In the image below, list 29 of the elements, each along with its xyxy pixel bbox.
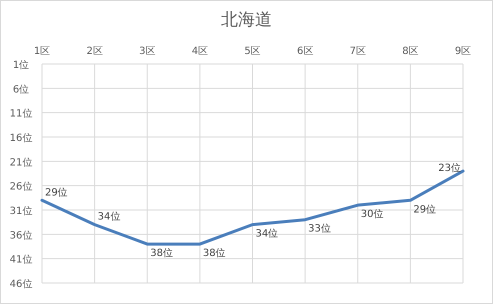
data-label: 34位 bbox=[98, 210, 120, 223]
y-tick-label: 26位 bbox=[10, 180, 32, 193]
y-tick-label: 1位 bbox=[12, 59, 30, 71]
y-tick-label: 31位 bbox=[10, 205, 32, 217]
y-tick-label: 11位 bbox=[10, 108, 32, 120]
x-tick-label: 4区 bbox=[192, 46, 208, 57]
y-tick-label: 6位 bbox=[12, 83, 30, 96]
y-tick-label: 16位 bbox=[10, 132, 32, 144]
x-tick-label: 6区 bbox=[296, 46, 314, 57]
x-tick-label: 3区 bbox=[139, 46, 156, 57]
x-tick-label: 2区 bbox=[86, 46, 103, 57]
data-label: 29位 bbox=[45, 186, 68, 198]
y-tick-label: 36位 bbox=[10, 229, 32, 242]
data-label: 23位 bbox=[438, 162, 461, 174]
data-label: 29位 bbox=[413, 203, 436, 216]
data-label: 38位 bbox=[202, 247, 226, 260]
data-label: 33位 bbox=[308, 222, 331, 235]
x-tick-label: 1区 bbox=[34, 46, 50, 57]
y-tick-label: 41位 bbox=[10, 254, 32, 266]
x-tick-label: 9区 bbox=[454, 46, 472, 57]
data-label: 34位 bbox=[256, 228, 278, 240]
x-tick-label: 5区 bbox=[244, 46, 261, 57]
data-label: 30位 bbox=[360, 208, 384, 220]
y-tick-label: 46位 bbox=[10, 278, 32, 290]
chart-title: 北海道 bbox=[221, 10, 272, 30]
x-tick-label: 7区 bbox=[350, 46, 366, 57]
x-tick-label: 8区 bbox=[402, 46, 419, 57]
y-tick-label: 21位 bbox=[10, 156, 32, 168]
data-label: 38位 bbox=[150, 247, 173, 260]
